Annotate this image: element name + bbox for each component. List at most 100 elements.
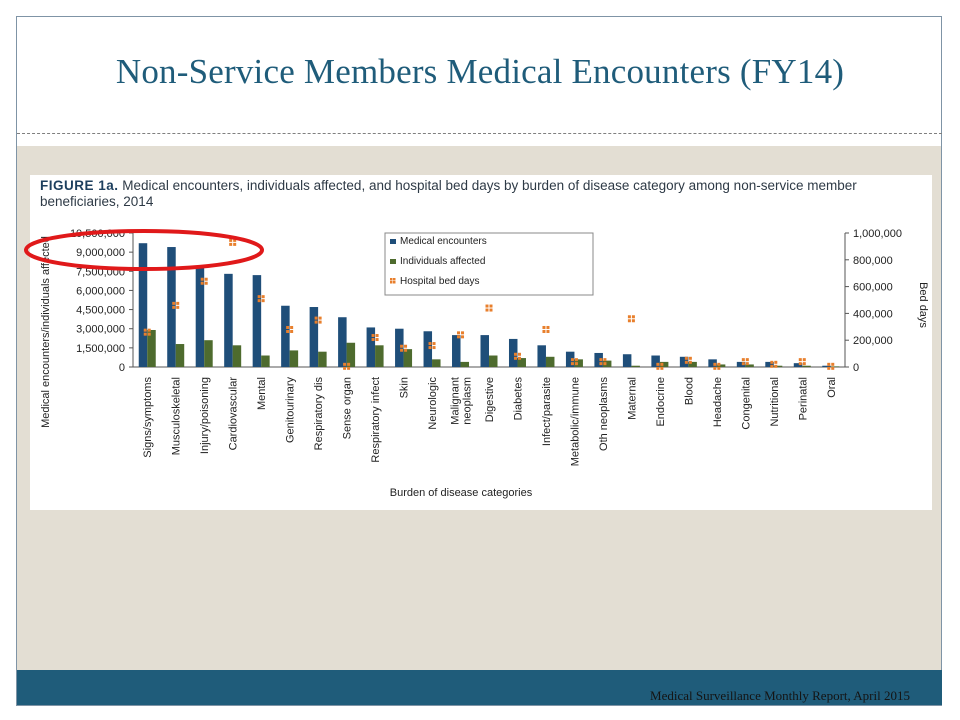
marker-hospital-bed-days [286, 325, 294, 333]
category-label: Perinatal [797, 377, 809, 420]
bar-individuals-affected [318, 351, 327, 367]
bar-individuals-affected [545, 356, 555, 367]
right-axis-tick-label: 600,000 [853, 282, 893, 294]
legend-label: Medical encounters [400, 236, 487, 247]
bar-individuals-affected [517, 358, 526, 367]
marker-hospital-bed-days [684, 356, 692, 364]
marker-hospital-bed-days [143, 328, 151, 336]
category-label: Oral [826, 377, 838, 398]
bar-medical-encounters [138, 243, 148, 367]
x-axis-title: Burden of disease categories [390, 487, 533, 499]
bar-individuals-affected [175, 344, 185, 367]
marker-hospital-bed-days [172, 301, 180, 309]
bar-medical-encounters [651, 355, 660, 367]
footer-bar [17, 670, 942, 705]
y2-axis-title: Bed days [917, 282, 929, 328]
footer-text: Medical Surveillance Monthly Report, Apr… [650, 688, 910, 703]
bar-medical-encounters [309, 307, 319, 367]
slide-title: Non-Service Members Medical Encounters (… [115, 52, 845, 91]
category-label: Respiratory dis [313, 377, 325, 451]
marker-hospital-bed-days [200, 277, 208, 285]
legend-swatch [390, 259, 396, 264]
bar-medical-encounters [822, 365, 831, 367]
bar-medical-encounters [594, 352, 603, 367]
bar-individuals-affected [489, 355, 498, 367]
bar-individuals-affected [147, 329, 156, 367]
legend-label: Hospital bed days [400, 276, 480, 287]
marker-hospital-bed-days [713, 362, 721, 370]
marker-hospital-bed-days [371, 334, 379, 342]
bar-individuals-affected [232, 345, 242, 367]
marker-hospital-bed-days [400, 344, 408, 352]
marker-hospital-bed-days [257, 295, 265, 303]
marker-hospital-bed-days [485, 304, 493, 312]
right-axis-tick-label: 1,000,000 [853, 228, 902, 240]
bar-medical-encounters [708, 359, 717, 367]
category-label: Cardiovascular [228, 377, 240, 451]
category-label: Injury/poisoning [199, 377, 211, 454]
figure-caption: FIGURE 1a. Medical encounters, individua… [40, 178, 925, 210]
category-label: Metabolic/immune [569, 377, 581, 466]
marker-hospital-bed-days [428, 342, 436, 350]
bar-medical-encounters [679, 356, 689, 367]
category-label: Skin [399, 377, 411, 398]
bar-individuals-affected [204, 340, 213, 367]
left-axis-tick-label: 3,000,000 [76, 324, 125, 336]
category-label: Mental [256, 377, 268, 410]
figure-caption-text: Medical encounters, individuals affected… [40, 178, 857, 209]
category-label: Diabetes [512, 377, 524, 421]
category-label: Sense organ [342, 377, 354, 439]
bar-individuals-affected [403, 349, 413, 367]
category-label: Headache [712, 377, 724, 427]
bar-individuals-affected [432, 359, 441, 367]
category-label: Malignantneoplasm [450, 377, 474, 425]
y-axis-title: Medical encounters/individuals affected [40, 236, 52, 428]
bar-medical-encounters [508, 338, 518, 367]
left-axis-tick-label: 6,000,000 [76, 285, 125, 297]
left-axis-tick-label: 1,500,000 [76, 343, 125, 355]
bar-individuals-affected [802, 365, 811, 367]
marker-hospital-bed-days [770, 360, 778, 368]
category-label: Oth neoplasms [598, 377, 610, 451]
left-axis-tick-label: 0 [119, 362, 125, 374]
right-axis-tick-label: 400,000 [853, 308, 893, 320]
bar-medical-encounters [252, 275, 262, 367]
marker-hospital-bed-days [741, 358, 749, 366]
marker-hospital-bed-days [513, 352, 521, 360]
category-label: Nutritional [769, 377, 781, 427]
bar-medical-encounters [765, 361, 774, 367]
bar-medical-encounters [622, 354, 632, 367]
bar-medical-encounters [565, 351, 575, 367]
bar-individuals-affected [688, 361, 697, 367]
legend-swatch [390, 239, 396, 244]
marker-hospital-bed-days [457, 331, 465, 339]
marker-hospital-bed-days [570, 358, 578, 366]
marker-hospital-bed-days [827, 362, 835, 370]
bar-individuals-affected [716, 364, 726, 367]
marker-hospital-bed-days [656, 362, 664, 370]
marker-hospital-bed-days [314, 316, 322, 324]
legend-label: Individuals affected [400, 256, 485, 267]
bar-medical-encounters [423, 331, 433, 367]
bar-medical-encounters [366, 327, 376, 367]
bar-individuals-affected [375, 345, 384, 367]
category-label: Endocrine [655, 377, 667, 427]
category-label: Maternal [626, 377, 638, 420]
legend-swatch [390, 278, 396, 284]
bar-individuals-affected [659, 361, 669, 367]
highlight-ellipse [24, 229, 264, 271]
category-label: Musculoskeletal [171, 377, 183, 455]
category-label: Neurologic [427, 377, 439, 430]
right-axis-tick-label: 0 [853, 362, 859, 374]
category-label: Signs/symptoms [142, 377, 154, 458]
bar-individuals-affected [745, 364, 754, 367]
bar-individuals-affected [773, 365, 783, 367]
right-axis-tick-label: 200,000 [853, 335, 893, 347]
figure-label: FIGURE 1a. [40, 178, 119, 193]
bar-individuals-affected [602, 360, 612, 367]
marker-hospital-bed-days [542, 325, 550, 333]
category-label: Infect/parasite [541, 377, 553, 446]
right-axis-tick-label: 800,000 [853, 255, 893, 267]
category-label: Congenital [740, 377, 752, 430]
bar-individuals-affected [346, 342, 356, 367]
